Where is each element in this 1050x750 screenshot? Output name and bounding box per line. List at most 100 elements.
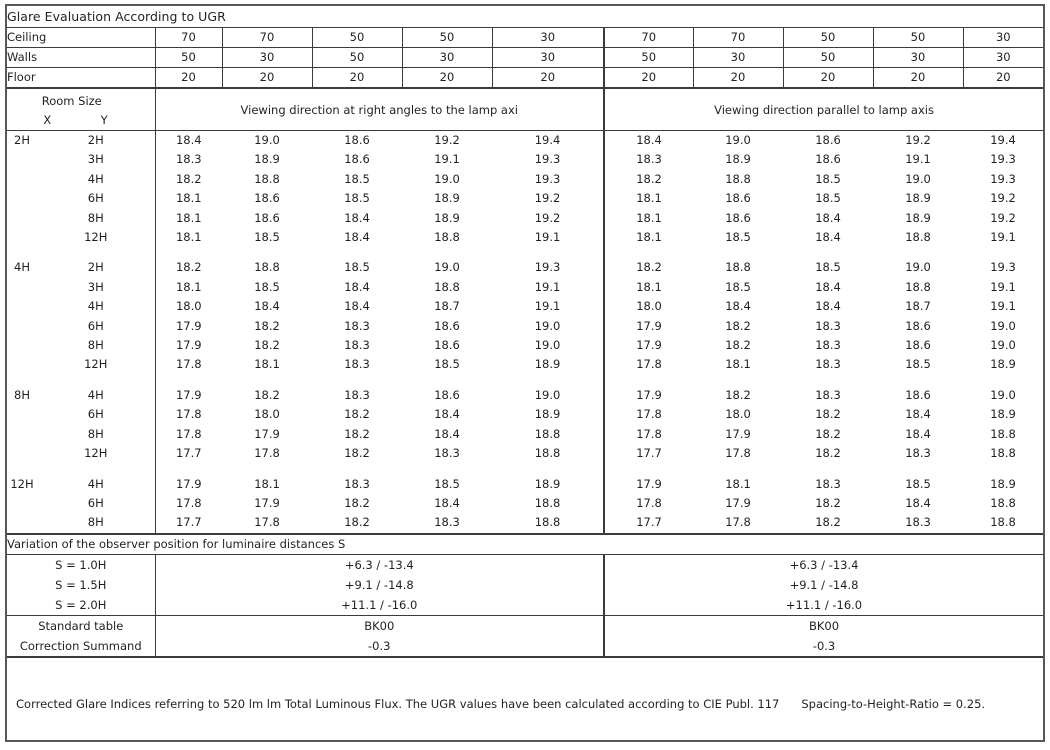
ugr-value: 18.8: [534, 426, 561, 441]
room-x-value: [7, 297, 37, 316]
ugr-value: 18.2: [725, 318, 751, 333]
ugr-value: 18.6: [254, 191, 280, 206]
ugr-value: 18.8: [534, 495, 561, 510]
ugr-value: 18.2: [815, 407, 841, 422]
reflectance-value: 20: [603, 67, 693, 89]
ugr-value: 18.9: [990, 357, 1016, 372]
spacer-cell: [7, 464, 155, 475]
table-row: 6H 17.8 18.0 18.2 18.4 18.9 17.8 18.0 18.2 18.4 18…: [7, 405, 1043, 425]
reflectance-value: 30: [491, 47, 604, 68]
ugr-value: 18.1: [725, 476, 751, 491]
standard-table-value-parallel: BK00: [602, 615, 1044, 636]
ugr-value: 18.8: [534, 446, 561, 461]
table-row: 12H 17.7 17.8 18.2 18.3 18.8 17.7 17.8 18.2 18.3 1…: [7, 444, 1043, 464]
variation-row: S = 1.0H +6.3 / -13.4 +6.3 / -13.4: [7, 554, 1044, 575]
reflectance-value: 20: [491, 67, 604, 89]
correction-summand-label: Correction Summand: [7, 635, 155, 658]
ugr-value: 19.3: [534, 171, 561, 186]
ugr-value: 18.4: [725, 299, 751, 314]
room-x-value: [7, 355, 37, 374]
ugr-value: 18.6: [815, 152, 841, 167]
ugr-value: 18.2: [154, 258, 222, 278]
room-x-value: [7, 513, 37, 533]
ugr-value: 19.2: [990, 191, 1016, 206]
ugr-value: 18.8: [434, 279, 460, 294]
ugr-value: 18.0: [725, 407, 751, 422]
block-spacer: [7, 463, 1044, 475]
room-x-value: [7, 170, 37, 189]
reflectance-value: 70: [221, 27, 312, 48]
room-x-value: [7, 444, 37, 463]
ugr-value: 18.3: [905, 515, 931, 530]
ugr-value: 18.3: [603, 150, 693, 170]
ugr-value: 18.6: [434, 387, 460, 402]
standard-table-row: Standard table BK00 BK00: [7, 615, 1044, 636]
spacer-cell: [7, 375, 155, 386]
ugr-value: 18.3: [434, 446, 460, 461]
ugr-value: 18.9: [725, 152, 751, 167]
variation-label: S = 1.5H: [55, 577, 107, 592]
ugr-value: 18.2: [815, 495, 841, 510]
room-x-value: [7, 317, 37, 336]
ugr-value: 19.1: [990, 299, 1016, 314]
table-row: 6H 17.9 18.2 18.3 18.6 19.0 17.9 18.2 18.3 18.6 19…: [7, 316, 1043, 337]
ugr-value: 17.8: [725, 446, 751, 461]
ugr-value: 18.3: [434, 515, 460, 530]
ugr-value: 18.2: [254, 387, 280, 402]
ugr-value: 17.9: [603, 316, 693, 337]
ugr-value: 17.9: [154, 385, 222, 406]
ugr-value: 18.6: [434, 338, 460, 353]
ugr-value: 19.1: [990, 230, 1016, 245]
ugr-value: 18.5: [344, 260, 370, 275]
ugr-value: 18.9: [990, 407, 1016, 422]
ugr-value: 18.6: [905, 387, 931, 402]
room-x-value: [7, 209, 37, 228]
ugr-value: 17.8: [725, 515, 751, 530]
table-row: 8H 17.7 17.8 18.2 18.3 18.8 17.7 17.8 18.2 18.3 18…: [7, 513, 1043, 534]
ugr-value: 18.4: [344, 210, 370, 225]
room-y-value: 3H: [87, 152, 104, 167]
room-y-value: 12H: [84, 230, 108, 245]
ugr-value: 18.2: [603, 169, 693, 190]
ugr-value: 18.0: [254, 407, 280, 422]
ugr-value: 18.4: [254, 299, 280, 314]
ugr-value: 18.4: [434, 407, 460, 422]
ugr-value: 19.0: [434, 260, 460, 275]
room-y-value: 6H: [87, 495, 104, 510]
ugr-value: 18.3: [344, 387, 370, 402]
room-x-value: 12H: [10, 476, 34, 491]
room-x-value: 4H: [14, 260, 30, 275]
variation-value-parallel: +9.1 / -14.8: [602, 574, 1044, 595]
room-x-value: [7, 228, 37, 247]
ugr-value: 19.2: [905, 133, 931, 147]
ugr-value: 18.5: [815, 171, 841, 186]
table-row: 12H 18.1 18.5 18.4 18.8 19.1 18.1 18.5 18.4 18.8 1…: [7, 228, 1043, 248]
ugr-value: 18.0: [154, 297, 222, 317]
ugr-value: 19.0: [534, 387, 561, 402]
ugr-value: 17.9: [154, 316, 222, 337]
ugr-value: 17.7: [154, 444, 222, 464]
footnote-text: Corrected Glare Indices referring to 520…: [16, 697, 780, 711]
standard-table-value-perpendicular: BK00: [154, 615, 604, 636]
ugr-value: 17.8: [254, 515, 280, 530]
reflectance-row: Ceiling 70 70 50 50 30 70 70 50 50 30: [7, 27, 1044, 48]
ugr-value: 18.1: [154, 277, 222, 298]
ugr-value: 19.1: [534, 230, 561, 245]
reflectance-value: 50: [872, 27, 963, 48]
ugr-value: 18.4: [344, 230, 370, 245]
reflectance-value: 30: [962, 47, 1044, 68]
reflectance-row: Floor 20 20 20 20 20 20 20 20 20 20: [7, 67, 1044, 89]
viewing-direction-perpendicular-header: Viewing direction at right angles to the…: [154, 88, 604, 131]
reflectance-value: 50: [603, 47, 693, 68]
table-row: 8H 4H 17.9 18.2 18.3 18.6 19.0 17.9 18.2 18.3 18.6…: [7, 385, 1043, 406]
ugr-value: 18.4: [434, 495, 460, 510]
ugr-value: 18.3: [815, 387, 841, 402]
spacer-cell: [7, 247, 155, 258]
room-y-value: 6H: [87, 407, 104, 422]
ugr-value: 18.2: [344, 407, 370, 422]
ugr-value: 17.8: [154, 493, 222, 514]
ugr-value: 17.9: [603, 474, 693, 494]
room-y-value: 3H: [87, 279, 104, 294]
room-size-header: Room Size X Y: [7, 88, 155, 131]
ugr-value: 18.2: [725, 387, 751, 402]
